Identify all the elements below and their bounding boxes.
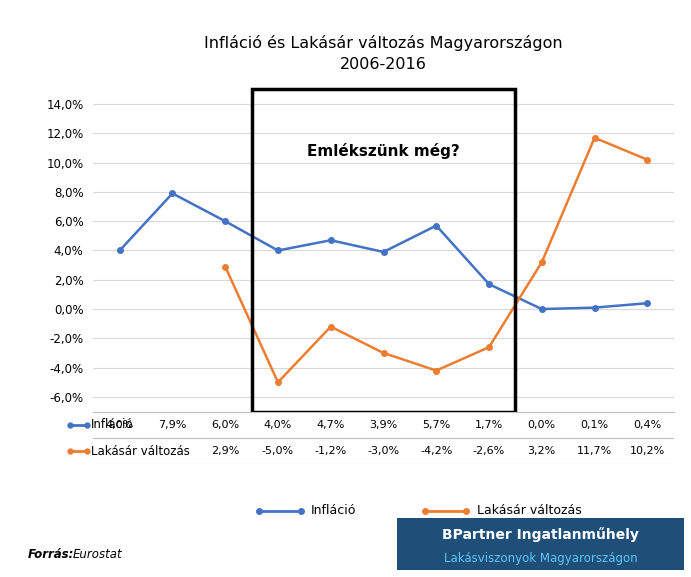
Text: 7,9%: 7,9% <box>158 420 187 430</box>
Text: Infláció és Lakásár változás Magyarországon
2006-2016: Infláció és Lakásár változás Magyarorszá… <box>205 35 562 72</box>
Text: Eurostat: Eurostat <box>73 548 122 561</box>
Text: 2,9%: 2,9% <box>211 446 239 456</box>
Text: 11,7%: 11,7% <box>577 446 612 456</box>
Text: -3,0%: -3,0% <box>368 446 399 456</box>
Text: 3,2%: 3,2% <box>528 446 556 456</box>
Text: Infláció: Infláció <box>91 418 133 431</box>
Bar <box>252 89 515 411</box>
Text: BPartner Ingatlanműhely: BPartner Ingatlanműhely <box>442 527 639 542</box>
Text: Forrás:: Forrás: <box>28 548 74 561</box>
Text: 4,7%: 4,7% <box>316 420 345 430</box>
Text: 3,9%: 3,9% <box>370 420 397 430</box>
Text: 5,7%: 5,7% <box>422 420 451 430</box>
Text: 0,1%: 0,1% <box>580 420 609 430</box>
Text: 0,4%: 0,4% <box>633 420 661 430</box>
Text: 4,0%: 4,0% <box>106 420 134 430</box>
Text: -4,2%: -4,2% <box>420 446 453 456</box>
Text: Lakásár változás: Lakásár változás <box>91 445 189 458</box>
Text: 4,0%: 4,0% <box>264 420 292 430</box>
Text: Emlékszünk még?: Emlékszünk még? <box>307 143 460 159</box>
Text: -2,6%: -2,6% <box>473 446 505 456</box>
Text: Infláció: Infláció <box>311 504 357 517</box>
Text: 0,0%: 0,0% <box>528 420 556 430</box>
Text: 10,2%: 10,2% <box>630 446 665 456</box>
Text: Lakásviszonyok Magyarországon: Lakásviszonyok Magyarországon <box>444 552 638 565</box>
Text: 6,0%: 6,0% <box>211 420 239 430</box>
Text: -1,2%: -1,2% <box>314 446 347 456</box>
Text: Lakásár változás: Lakásár változás <box>477 504 582 517</box>
Text: -5,0%: -5,0% <box>262 446 294 456</box>
Text: 1,7%: 1,7% <box>475 420 503 430</box>
